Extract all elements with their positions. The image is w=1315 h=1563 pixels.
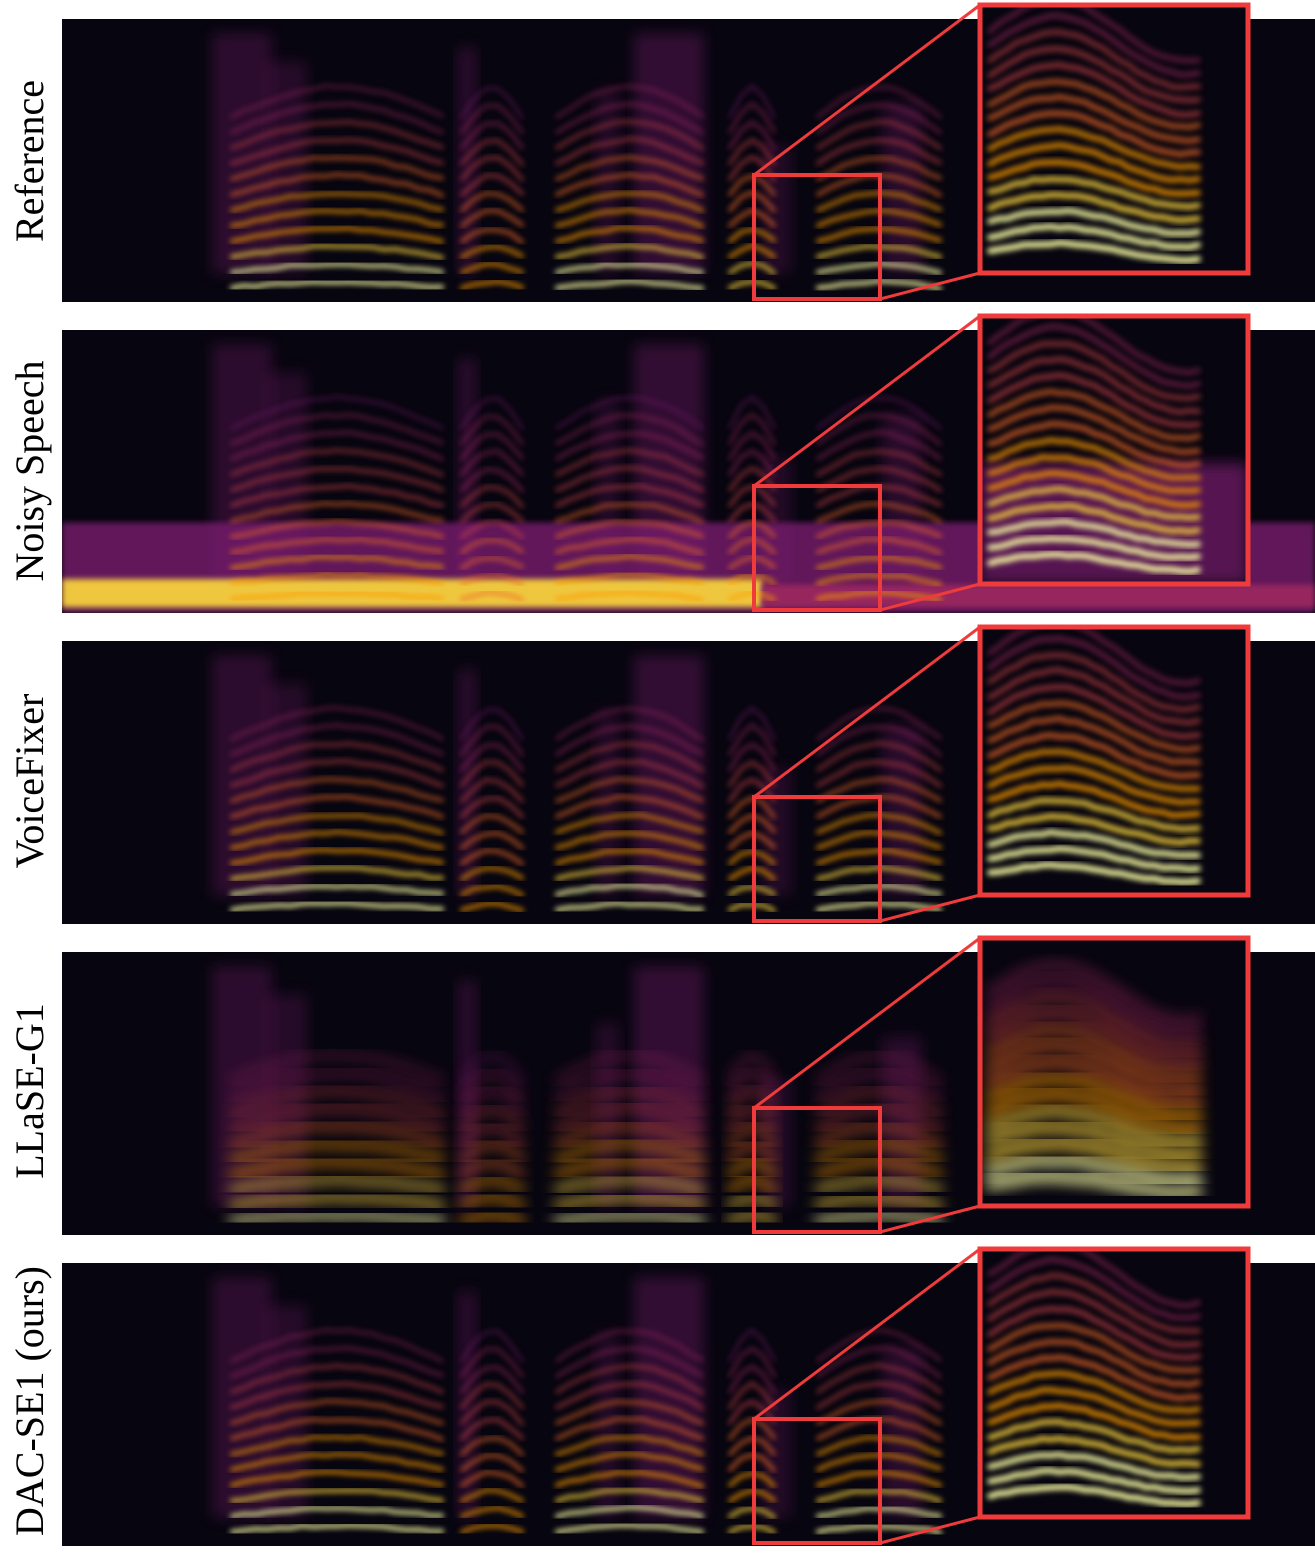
zoom-source-box (752, 1417, 882, 1545)
zoom-inset (977, 2, 1251, 276)
zoom-inset (977, 313, 1251, 587)
zoom-source-box (752, 1106, 882, 1234)
zoom-inset (977, 935, 1251, 1209)
zoom-inset (977, 1246, 1251, 1520)
spectrogram-panel-voicefixer (62, 624, 1315, 924)
spectrogram-panel-ours (62, 1246, 1315, 1546)
spectrogram-panel-clean (62, 2, 1315, 302)
zoom-source-box (752, 484, 882, 612)
zoom-source-box (752, 173, 882, 301)
spectrogram-panel-llase (62, 935, 1315, 1235)
zoom-inset (977, 624, 1251, 898)
spectrogram-panel-noisy (62, 313, 1315, 613)
zoom-source-box (752, 795, 882, 923)
